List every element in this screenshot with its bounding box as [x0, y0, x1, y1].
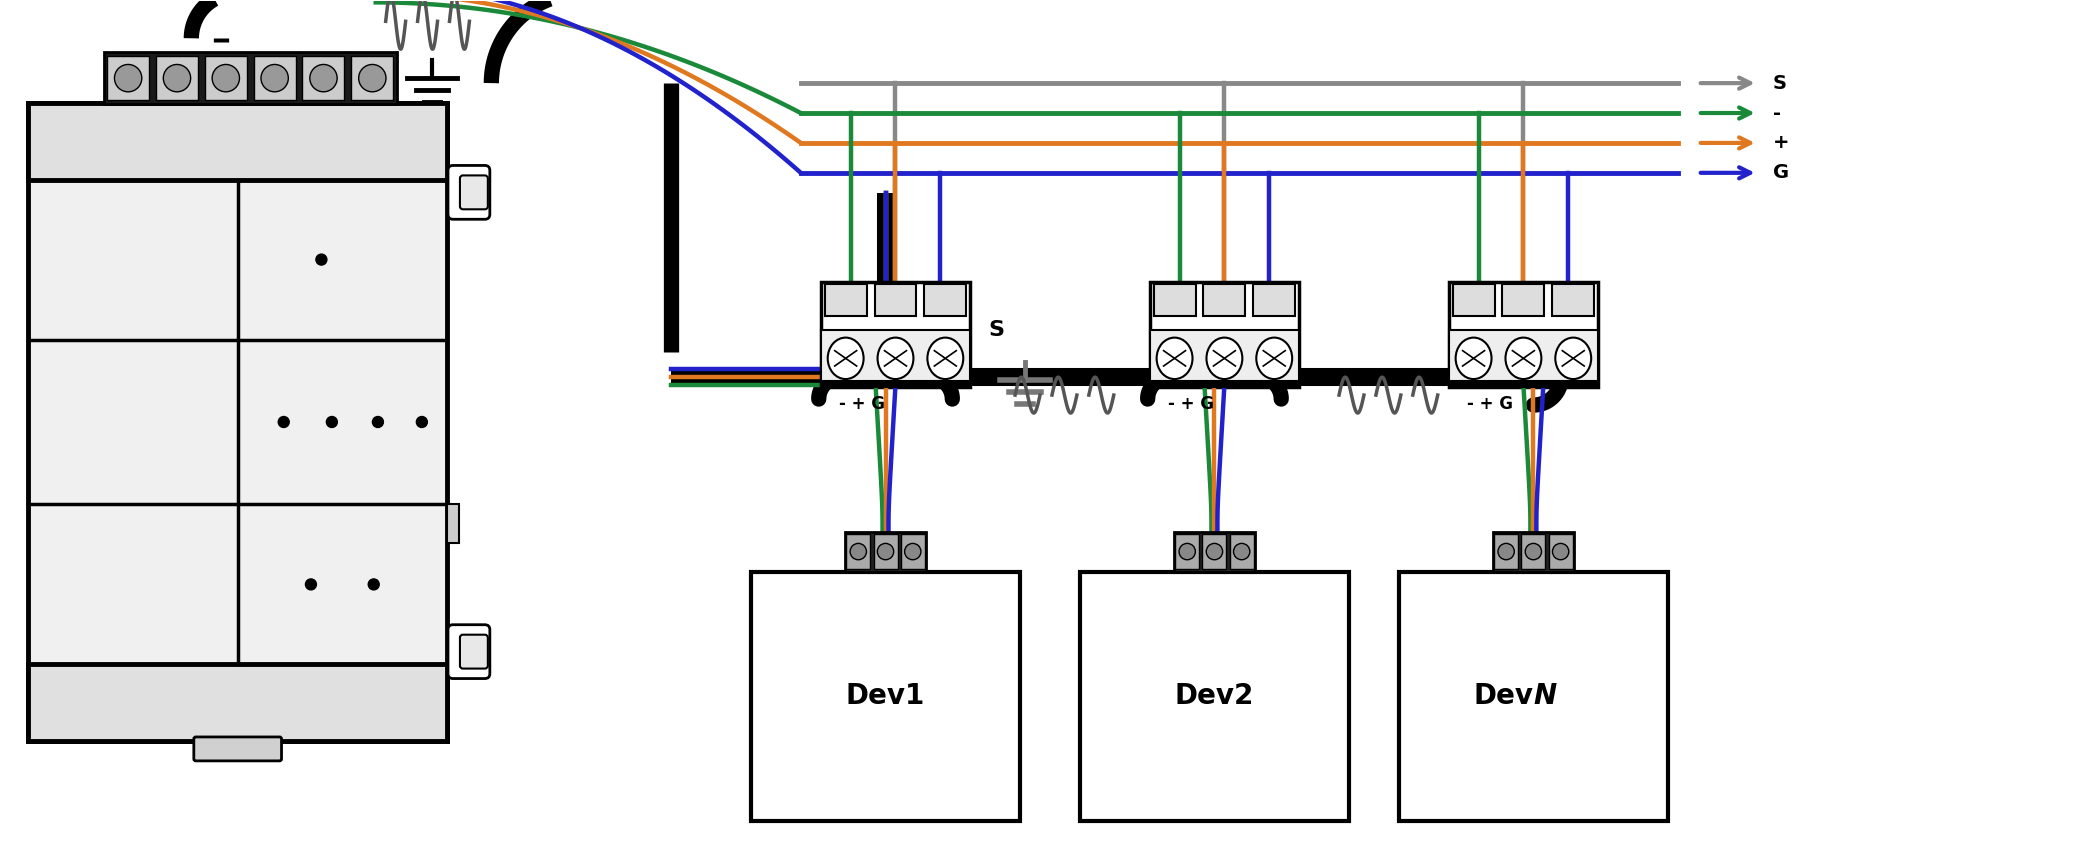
Text: S: S [1772, 73, 1787, 93]
Ellipse shape [878, 338, 913, 379]
Bar [821, 282, 970, 387]
Text: S: S [989, 320, 1003, 339]
Bar [1229, 535, 1254, 568]
Circle shape [851, 543, 867, 560]
Circle shape [316, 254, 326, 265]
Ellipse shape [928, 338, 963, 379]
Circle shape [261, 65, 288, 92]
Text: - + G: - + G [1467, 395, 1513, 413]
Bar [1549, 535, 1572, 568]
Bar [1453, 284, 1494, 316]
Bar [157, 56, 199, 100]
Bar [253, 56, 295, 100]
Bar [1204, 284, 1246, 316]
Bar [29, 664, 447, 741]
Text: - + G: - + G [838, 395, 884, 413]
Bar [826, 284, 867, 316]
Bar [1150, 329, 1300, 387]
Circle shape [326, 417, 336, 428]
Bar [846, 535, 869, 568]
Bar [844, 531, 926, 572]
FancyBboxPatch shape [447, 165, 489, 219]
Text: N: N [1534, 682, 1557, 710]
Circle shape [213, 65, 240, 92]
Bar [1175, 535, 1200, 568]
Circle shape [1233, 543, 1250, 560]
Bar [1553, 284, 1595, 316]
Bar [1254, 284, 1296, 316]
FancyBboxPatch shape [194, 737, 282, 761]
FancyBboxPatch shape [460, 635, 487, 669]
Ellipse shape [828, 338, 863, 379]
Bar [351, 56, 393, 100]
Bar [1494, 535, 1517, 568]
Bar [874, 535, 897, 568]
Bar [821, 329, 970, 387]
Circle shape [1526, 543, 1542, 560]
Circle shape [115, 65, 142, 92]
Ellipse shape [1156, 338, 1193, 379]
Text: G: G [1772, 163, 1789, 183]
Circle shape [416, 417, 426, 428]
Circle shape [359, 65, 387, 92]
Bar [1448, 282, 1599, 387]
Bar [107, 56, 148, 100]
Bar [1448, 381, 1599, 387]
Bar [1448, 329, 1599, 387]
Bar [1522, 535, 1545, 568]
Bar [924, 284, 966, 316]
Circle shape [372, 417, 382, 428]
Ellipse shape [1206, 338, 1241, 379]
Ellipse shape [1256, 338, 1292, 379]
Bar [901, 535, 924, 568]
Bar [104, 52, 397, 104]
Text: -: - [1772, 104, 1781, 123]
Circle shape [1179, 543, 1195, 560]
Ellipse shape [1455, 338, 1492, 379]
Text: +: + [1772, 133, 1789, 152]
Ellipse shape [1505, 338, 1540, 379]
Bar [750, 572, 1020, 821]
Bar [1175, 531, 1256, 572]
Bar [874, 284, 915, 316]
Circle shape [905, 543, 922, 560]
Bar [205, 56, 247, 100]
Bar [1202, 535, 1227, 568]
Text: - + G: - + G [1168, 395, 1214, 413]
FancyBboxPatch shape [460, 175, 487, 210]
Circle shape [1206, 543, 1223, 560]
Bar [303, 56, 345, 100]
Text: Dev1: Dev1 [846, 682, 926, 710]
Bar [1150, 381, 1300, 387]
Bar [447, 504, 460, 543]
Bar [29, 103, 447, 179]
Circle shape [878, 543, 895, 560]
Text: Dev: Dev [1473, 682, 1534, 710]
FancyBboxPatch shape [447, 625, 489, 679]
Circle shape [278, 417, 288, 428]
Circle shape [305, 579, 316, 590]
Bar [1081, 572, 1348, 821]
Bar [1503, 284, 1545, 316]
Circle shape [309, 65, 336, 92]
Circle shape [1499, 543, 1515, 560]
Ellipse shape [1555, 338, 1590, 379]
Circle shape [368, 579, 378, 590]
Circle shape [163, 65, 190, 92]
Circle shape [1553, 543, 1570, 560]
Text: Dev2: Dev2 [1175, 682, 1254, 710]
Bar [1154, 284, 1195, 316]
Bar [1150, 282, 1300, 387]
Bar [821, 381, 970, 387]
Bar [1398, 572, 1668, 821]
Bar [1492, 531, 1574, 572]
Bar [29, 103, 447, 741]
